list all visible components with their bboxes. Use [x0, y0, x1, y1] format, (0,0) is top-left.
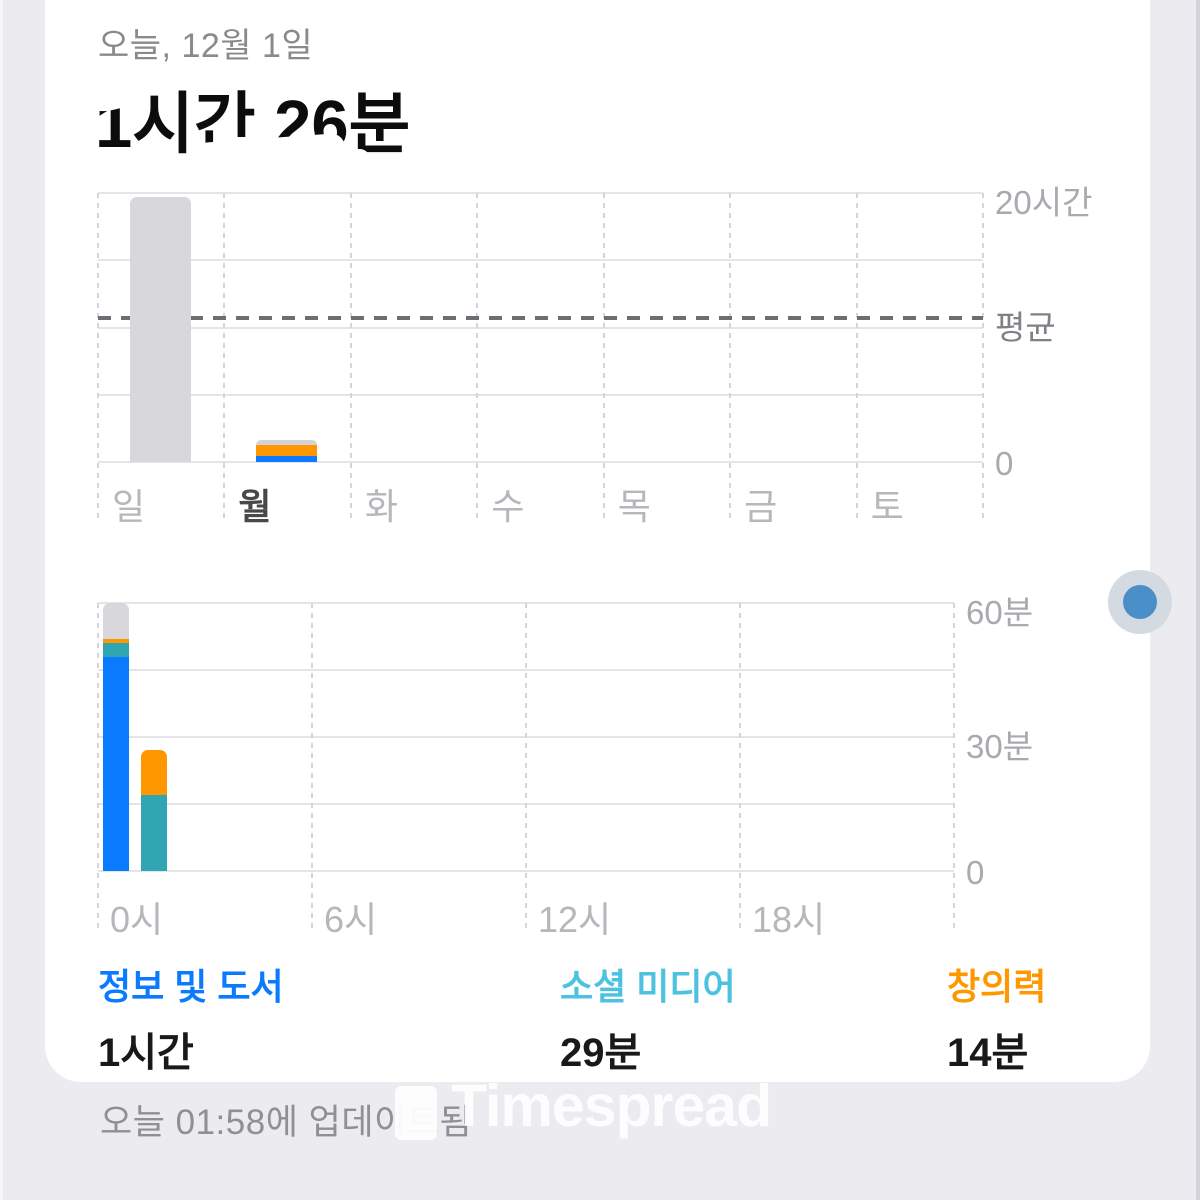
weekly-axis-day-월[interactable]: 월	[238, 486, 272, 527]
timespread-logo-icon	[399, 1064, 413, 1078]
legend-category-label: 정보 및 도서	[98, 966, 284, 1007]
legend-category-value: 14분	[947, 1031, 1029, 1075]
scroll-indicator-dot-inner	[1123, 585, 1157, 619]
category-legend: 정보 및 도서 1시간 소셜 미디어 29분 창의력 14분	[45, 0, 1150, 1075]
hourly-axis-hour-18: 18시	[752, 899, 826, 940]
hourly-bar-1h[interactable]	[141, 750, 167, 871]
gridline-horizontal	[98, 192, 983, 194]
weekly-axis-day-일[interactable]: 일	[112, 486, 146, 527]
gridline-vertical	[476, 193, 479, 520]
gridline-vertical	[223, 193, 226, 520]
screen-right-edge	[1196, 0, 1200, 1200]
weekly-bar-월[interactable]	[256, 440, 318, 462]
weekly-axis-day-화[interactable]: 화	[364, 486, 398, 527]
weekly-axis-day-수[interactable]: 수	[491, 486, 525, 527]
weekly-bar-월-segment	[256, 455, 318, 462]
legend-category-3[interactable]: 창의력 14분	[947, 958, 1046, 1078]
legend-category-value: 1시간	[98, 1031, 194, 1075]
legend-category-label: 창의력	[947, 966, 1047, 1007]
gridline-vertical	[97, 603, 99, 933]
gridline-horizontal	[98, 326, 983, 329]
hourly-bar-1h-segment	[141, 750, 167, 796]
weekly-bar-월-segment	[256, 440, 318, 446]
legend-category-1[interactable]: 정보 및 도서 1시간	[98, 958, 284, 1078]
gridline-vertical	[729, 193, 732, 520]
watermark-text: Timespread	[451, 1073, 772, 1139]
gridline-vertical	[602, 193, 605, 520]
gridline-vertical	[855, 193, 858, 520]
screen-left-edge	[0, 0, 3, 1200]
average-line	[98, 316, 983, 321]
gridline-horizontal	[98, 393, 983, 396]
hourly-bar-0h-segment	[103, 603, 129, 639]
hourly-bar-0h-segment	[103, 643, 129, 657]
hourly-axis-y-label: 30분	[966, 728, 1034, 765]
hourly-bar-1h-segment	[141, 795, 167, 871]
weekly-bar-월-segment	[256, 445, 318, 456]
legend-category-value: 29분	[560, 1031, 642, 1075]
gridline-horizontal	[98, 259, 983, 262]
weekly-axis-y-label: 20시간	[995, 184, 1093, 221]
weekly-axis-day-목[interactable]: 목	[617, 486, 651, 527]
gridline-vertical	[97, 193, 99, 520]
watermark-artifact	[671, 129, 701, 159]
gridline-vertical	[525, 603, 527, 933]
gridline-vertical	[982, 193, 984, 520]
hourly-axis-hour-0: 0시	[110, 899, 164, 940]
hourly-axis-hour-6: 6시	[324, 899, 378, 940]
gridline-vertical	[739, 603, 741, 933]
timespread-logo-icon	[395, 1086, 437, 1140]
hourly-axis-hour-12: 12시	[538, 899, 612, 940]
weekly-axis-day-토[interactable]: 토	[870, 486, 904, 527]
weekly-axis-day-금[interactable]: 금	[744, 486, 778, 527]
hourly-axis-y-label: 60분	[966, 594, 1034, 631]
weekly-bar-일[interactable]	[130, 197, 191, 462]
gridline-vertical	[311, 603, 313, 933]
hourly-bar-0h-segment	[103, 638, 129, 644]
screen-time-card: 오늘, 12월 1일 1시간 26분 일 월 화 수 목 금 토 20시간 평균 0 0시 6시 12…	[45, 0, 1150, 1082]
hourly-usage-chart: 0시 6시 12시 18시 60분 30분 0	[97, 594, 1033, 940]
weekly-axis-y-label: 0	[995, 445, 1014, 482]
weekly-axis-average-label: 평균	[995, 309, 1056, 347]
gridline-vertical	[349, 193, 352, 520]
gridline-horizontal	[98, 461, 983, 463]
legend-category-2[interactable]: 소셜 미디어 29분	[560, 958, 736, 1078]
gridline-vertical	[953, 603, 955, 933]
hourly-axis-y-label: 0	[966, 854, 985, 891]
legend-category-label: 소셜 미디어	[560, 966, 736, 1007]
scroll-indicator-dot[interactable]	[1108, 570, 1172, 634]
hourly-bar-0h[interactable]	[103, 603, 129, 871]
date-label: 오늘, 12월 1일	[98, 27, 314, 65]
weekly-bar-일-segment	[130, 197, 191, 462]
hourly-bar-0h-segment	[103, 656, 129, 871]
